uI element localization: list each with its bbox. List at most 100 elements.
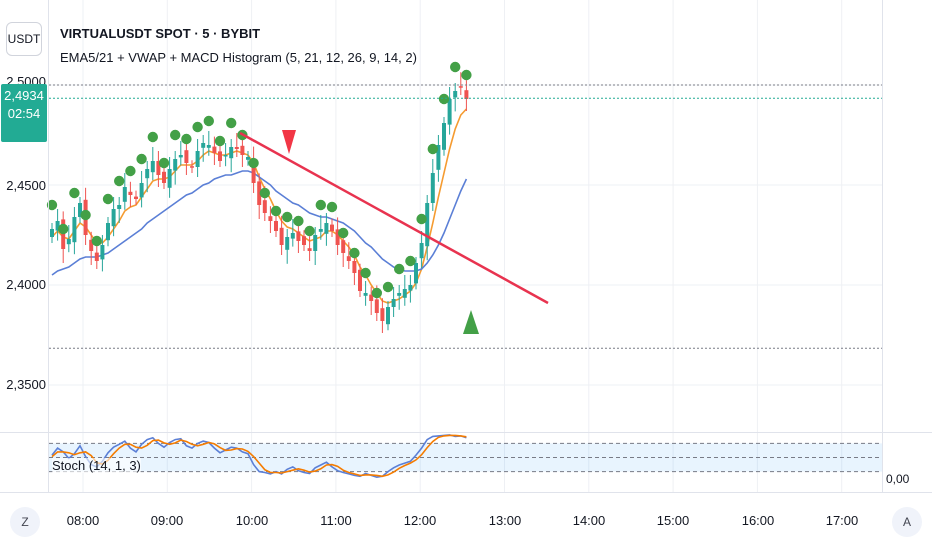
- candle-body: [128, 191, 133, 195]
- candle-body: [201, 143, 206, 148]
- x-tick-label: 12:00: [403, 513, 437, 528]
- candle-body: [178, 155, 183, 158]
- last-price-badge: 2,4934 02:54: [1, 84, 47, 142]
- candle-body: [206, 145, 211, 148]
- pane-separator[interactable]: [0, 432, 932, 433]
- candle-body: [341, 240, 346, 253]
- auto-scale-button[interactable]: A: [892, 507, 922, 537]
- x-tick-label: 15:00: [656, 513, 690, 528]
- x-tick-label: 14:00: [572, 513, 606, 528]
- candle-body: [61, 219, 66, 249]
- candle-body: [346, 256, 351, 261]
- candle-body: [330, 224, 334, 231]
- candle-body: [374, 299, 379, 313]
- candle-body: [89, 239, 94, 251]
- signal-dot: [46, 199, 58, 211]
- symbol-title[interactable]: VIRTUALUSDT SPOT · 5 · BYBIT: [60, 26, 261, 41]
- x-tick-label: 10:00: [235, 513, 269, 528]
- time-axis-separator: [0, 492, 932, 493]
- signal-dot: [270, 205, 282, 217]
- candle-body: [352, 261, 357, 273]
- currency-button[interactable]: USDT: [6, 22, 42, 56]
- stoch-legend[interactable]: Stoch (14, 1, 3): [52, 458, 141, 473]
- signal-dot: [360, 267, 371, 279]
- signal-dot: [170, 129, 181, 141]
- candle-body: [318, 229, 323, 232]
- candle-body: [218, 151, 222, 161]
- candle-body: [414, 263, 418, 284]
- candle-body: [386, 307, 390, 325]
- stoch-k-line: [51, 434, 467, 479]
- candle-body: [184, 150, 189, 163]
- candle-body: [296, 231, 301, 241]
- candle-body: [279, 227, 284, 245]
- signal-dot: [91, 235, 103, 247]
- candle-body: [94, 252, 99, 261]
- signal-dot: [69, 187, 80, 199]
- signal-dot: [203, 115, 214, 127]
- candle-body: [285, 237, 290, 250]
- stoch-d-line: [51, 434, 467, 478]
- left-axis-separator: [48, 0, 49, 492]
- candle-body: [363, 293, 368, 296]
- candle-body: [430, 173, 435, 203]
- candle-body: [324, 223, 329, 234]
- candle-body: [257, 181, 262, 205]
- price-lines: [49, 84, 882, 349]
- candle-body: [425, 203, 430, 247]
- signal-dot: [405, 255, 416, 267]
- sell-marker: [282, 130, 296, 154]
- x-tick-label: 16:00: [741, 513, 775, 528]
- indicator-legend[interactable]: EMA5/21 + VWAP + MACD Histogram (5, 21, …: [60, 50, 417, 65]
- candle-body: [195, 151, 200, 167]
- signal-dot: [248, 157, 259, 169]
- candle-body: [229, 147, 234, 159]
- signal-dot: [259, 187, 270, 199]
- candle-body: [246, 157, 250, 160]
- candle-body: [358, 269, 362, 291]
- candle-body: [307, 248, 312, 251]
- signal-dot: [450, 61, 461, 73]
- grid-lines: [49, 0, 882, 492]
- candle-body: [234, 147, 239, 149]
- zoom-button[interactable]: Z: [10, 507, 40, 537]
- candle-body: [251, 158, 256, 183]
- signal-dot: [147, 131, 158, 143]
- signal-dot: [136, 153, 147, 165]
- signal-dot: [114, 175, 125, 187]
- x-tick-label: 11:00: [320, 513, 352, 528]
- bar-countdown: 02:54: [7, 106, 41, 121]
- candle-body: [274, 221, 278, 231]
- signal-dot: [461, 69, 472, 81]
- signal-dot: [58, 223, 69, 235]
- candles: [50, 72, 469, 333]
- candle-body: [156, 161, 161, 175]
- candle-body: [162, 171, 166, 183]
- signal-dot: [226, 117, 237, 129]
- right-axis-separator: [882, 0, 883, 492]
- signal-dot: [181, 133, 192, 145]
- candle-body: [268, 216, 273, 221]
- candle-body: [111, 209, 116, 227]
- candle-body: [442, 123, 446, 150]
- x-tick-label: 08:00: [66, 513, 100, 528]
- signal-dot: [416, 213, 427, 225]
- signal-dot: [102, 193, 114, 205]
- candle-body: [391, 299, 396, 307]
- candle-body: [139, 183, 144, 198]
- candle-body: [302, 236, 306, 245]
- signal-markers: [282, 130, 479, 334]
- candle-body: [66, 239, 71, 245]
- candle-body: [145, 169, 150, 179]
- candle-body: [190, 166, 194, 168]
- candle-body: [419, 243, 424, 259]
- candle-body: [122, 187, 127, 202]
- x-tick-label: 17:00: [825, 513, 859, 528]
- signal-dots: [46, 61, 472, 299]
- candle-body: [212, 146, 217, 153]
- signal-dot: [293, 215, 304, 227]
- candle-body: [313, 235, 318, 251]
- trendline: [239, 131, 549, 305]
- y-tick-label: 2,3500: [6, 377, 46, 392]
